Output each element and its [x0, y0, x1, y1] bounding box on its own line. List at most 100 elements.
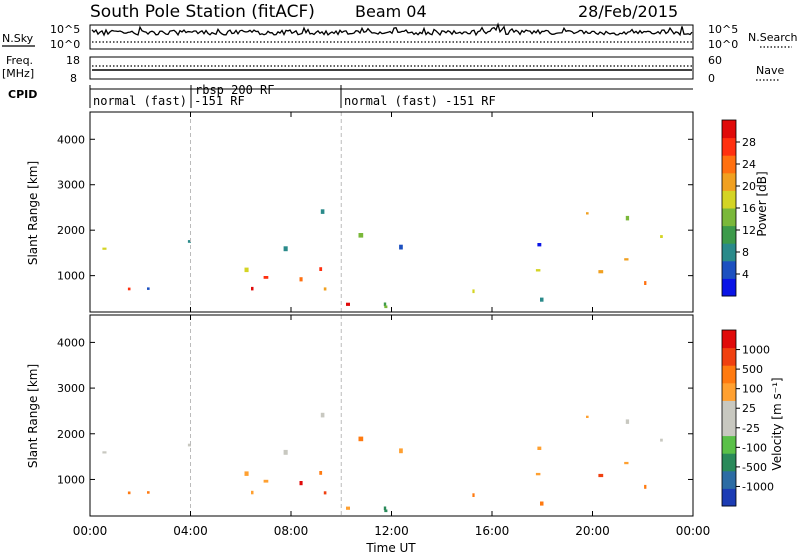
ytick-label: 3000	[57, 179, 85, 192]
colorbar-tick-label: 24	[742, 158, 756, 171]
velocity-colorbar-label: Velocity [m s⁻¹]	[770, 377, 784, 470]
power-cell	[660, 235, 663, 238]
nsearch-tick-bottom: 10^0	[708, 38, 738, 51]
colorbar-tick-label: -100	[742, 441, 767, 454]
cpid-label: CPID	[8, 88, 37, 101]
power-cell	[320, 209, 325, 214]
velocity-heatmap-cells	[102, 315, 663, 516]
velocity-cell	[147, 491, 150, 494]
velocity-cell	[263, 479, 269, 483]
colorbar-swatch	[722, 260, 736, 279]
freq-label: Freq.	[6, 54, 33, 67]
velocity-colorbar: 1000 500 100 25 -25 -100 -500 -1000	[721, 329, 774, 507]
beam-label: Beam 04	[355, 2, 427, 21]
freq-panel-frame	[89, 56, 694, 80]
colorbar-swatch	[722, 172, 736, 191]
colorbar-swatch	[722, 488, 736, 507]
velocity-cell	[535, 472, 541, 476]
colorbar-tick-label: -1000	[742, 480, 774, 493]
velocity-cell	[102, 451, 107, 454]
colorbar-swatch	[722, 435, 736, 454]
colorbar-swatch	[722, 365, 736, 384]
cpid-segment-2: rbsp 200 RF	[195, 83, 274, 97]
power-cell	[644, 281, 647, 285]
colorbar-swatch	[722, 208, 736, 227]
velocity-cell	[472, 493, 475, 497]
velocity-cell	[187, 443, 191, 447]
colorbar-tick-label: 25	[742, 402, 756, 415]
power-cell	[535, 269, 541, 272]
power-cell	[319, 267, 323, 271]
nsky-tick-top: 10^5	[50, 23, 80, 36]
velocity-cell	[358, 436, 364, 442]
nsky-trace	[91, 22, 693, 37]
power-cell	[244, 267, 249, 273]
colorbar-tick-label: 28	[742, 136, 756, 149]
colorbar-tick-label: 100	[742, 383, 763, 396]
velocity-panel-frame	[89, 314, 694, 517]
nsky-panel-frame	[89, 24, 694, 50]
nsearch-tick-top: 10^5	[708, 23, 738, 36]
velocity-cell	[251, 490, 254, 495]
colorbar-tick-label: -25	[742, 422, 760, 435]
cpid-segment-1: normal (fast) -151 RF	[93, 94, 245, 108]
xtick-label: 08:00	[274, 524, 309, 538]
xtick-label: 04:00	[173, 524, 208, 538]
power-colorbar-label: Power [dB]	[755, 171, 769, 236]
xtick-label: 20:00	[575, 524, 610, 538]
xtick-label: 12:00	[374, 524, 409, 538]
power-cell	[323, 287, 327, 291]
velocity-cell	[598, 473, 604, 478]
power-yticks: 1000 2000 3000 4000	[57, 133, 693, 283]
ytick-label: 2000	[57, 428, 85, 441]
power-ylabel: Slant Range [km]	[26, 161, 40, 265]
power-cell	[299, 277, 303, 282]
power-cell	[624, 258, 629, 261]
time-axis-label: Time UT	[365, 541, 416, 554]
power-cell	[383, 302, 387, 307]
power-cell	[147, 287, 150, 290]
colorbar-swatch	[722, 330, 736, 349]
velocity-cell	[346, 506, 350, 510]
power-cell	[187, 240, 191, 243]
velocity-cell	[383, 506, 387, 511]
power-cell	[127, 287, 131, 291]
colorbar-swatch	[722, 347, 736, 366]
colorbar-tick-label: 8	[742, 246, 749, 259]
power-cell	[384, 305, 388, 309]
colorbar-tick-label: 1000	[742, 344, 770, 357]
ytick-label: 2000	[57, 224, 85, 237]
power-heatmap-cells	[102, 112, 663, 312]
colorbar-frame	[721, 329, 737, 507]
velocity-cell	[323, 491, 327, 495]
power-cell	[399, 244, 403, 250]
time-axis-ticks: 00:00 04:00 08:00 12:00 16:00 20:00 00:00	[73, 112, 711, 538]
ytick-label: 1000	[57, 473, 85, 486]
power-cell	[537, 243, 542, 247]
date-label: 28/Feb/2015	[578, 2, 678, 21]
nave-tick-bottom: 0	[708, 72, 715, 85]
colorbar-tick-label: 16	[742, 202, 756, 215]
freq-unit-label: [MHz]	[2, 67, 34, 80]
velocity-cell	[244, 471, 249, 476]
colorbar-swatch	[722, 400, 736, 419]
colorbar-swatch	[722, 243, 736, 262]
ytick-label: 4000	[57, 133, 85, 146]
ytick-label: 1000	[57, 270, 85, 283]
power-cell	[358, 233, 364, 238]
colorbar-swatch	[722, 453, 736, 472]
colorbar-swatch	[722, 470, 736, 489]
colorbar-swatch	[722, 225, 736, 244]
xtick-label: 00:00	[676, 524, 711, 538]
colorbar-tick-label: 12	[742, 224, 756, 237]
velocity-ylabel: Slant Range [km]	[26, 364, 40, 468]
power-colorbar: 28 24 20 16 12 8 4	[721, 119, 756, 297]
velocity-cell	[399, 448, 403, 454]
power-cell	[251, 286, 254, 291]
velocity-cell	[624, 461, 629, 465]
colorbar-tick-label: 20	[742, 180, 756, 193]
station-title: South Pole Station (fitACF)	[90, 2, 315, 22]
colorbar-swatch	[722, 155, 736, 174]
nsearch-label: N.Search	[748, 31, 798, 44]
